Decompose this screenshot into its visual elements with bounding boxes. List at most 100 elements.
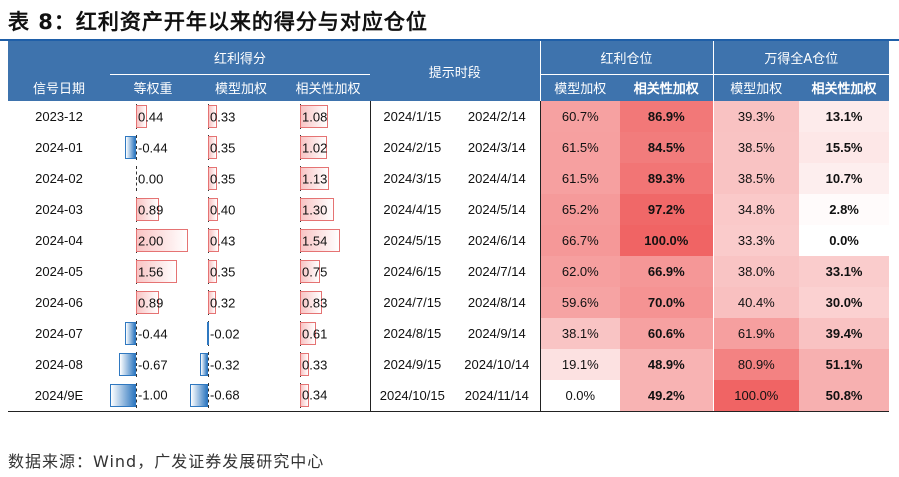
equal-weight-cell-value: 0.00 [138,171,164,186]
wa-corr-cell: 50.8% [799,380,890,412]
corr-weight-cell: 0.83 [286,287,371,318]
hint-end-cell: 2024/7/14 [454,256,541,287]
hint-start-cell: 2024/8/15 [383,326,442,341]
hint-start-cell: 2024/10/15 [370,380,455,412]
corr-weight-cell-bar [300,136,327,159]
corr-weight-cell-value: 1.54 [302,233,328,248]
model-weight-cell-value: -0.32 [210,357,240,372]
div-model-cell: 38.1% [540,318,621,349]
corr-weight-cell: 1.30 [286,194,371,225]
equal-weight-cell-bar [136,229,188,252]
model-weight-cell: 0.32 [196,287,286,318]
div-model-cell: 59.6% [540,287,621,318]
div-corr-cell: 70.0% [620,287,714,318]
equal-weight-cell-bar [136,105,148,128]
equal-weight-cell-bar [136,198,160,221]
wa-model-cell: 34.8% [713,194,800,225]
model-weight-cell-axis [208,383,209,408]
signal-date-cell: 2024-06 [35,295,83,310]
model-weight-cell-bar [199,353,208,376]
corr-weight-cell-value: 1.30 [302,202,328,217]
corr-weight-cell-value: 0.75 [302,264,328,279]
hint-end-cell: 2024/8/14 [454,287,541,318]
equal-weight-cell-axis [136,352,137,377]
wa-corr-cell: 0.0% [799,225,890,256]
equal-weight-cell-bar [124,136,136,159]
div-model-cell: 60.7% [540,101,621,132]
equal-weight-cell: 0.89 [110,194,196,225]
equal-weight-cell: 0.44 [110,101,196,132]
equal-weight-cell-value: 0.44 [138,109,164,124]
header-equal-weight: 等权重 [110,74,196,101]
title-rule [0,39,899,41]
signal-date-cell: 2024-02 [35,171,83,186]
div-corr-cell: 89.3% [620,163,714,194]
model-weight-cell-value: 0.35 [210,140,236,155]
hint-start-cell: 2024/3/15 [383,171,442,186]
table-row: 2024-03 0.89 0.40 1.30 2024/4/15 2024/5/14 65.… [8,194,890,225]
signal-date-cell: 2023-12 [35,109,83,124]
wa-model-cell: 38.5% [713,132,800,163]
hint-start-cell: 2024/6/15 [383,264,442,279]
header-group-hint: 提示时段 [370,41,541,101]
equal-weight-cell-axis [136,383,137,408]
table-row: 2024-07 -0.44 -0.02 0.61 2024/8/15 2024/9/14 3… [8,318,890,349]
equal-weight-cell-axis [136,135,137,160]
equal-weight-cell-bar [118,353,136,376]
div-model-cell: 65.2% [540,194,621,225]
signal-date-cell: 2024-07 [35,326,83,341]
model-weight-cell-bar [208,105,217,128]
div-corr-cell: 60.6% [620,318,714,349]
signal-date-cell: 2024-05 [35,264,83,279]
div-model-cell: 61.5% [540,163,621,194]
model-weight-cell-value: 0.43 [210,233,236,248]
header-wa-model: 模型加权 [713,74,800,101]
wa-corr-cell: 10.7% [799,163,890,194]
equal-weight-cell: -0.44 [110,132,196,163]
equal-weight-cell-value: -0.67 [138,357,168,372]
hint-end-cell: 2024/9/14 [454,318,541,349]
corr-weight-cell-value: 1.13 [302,171,328,186]
header-blank [8,41,110,74]
header-signal-date: 信号日期 [8,74,110,101]
signal-date-cell: 2024/9E [8,380,110,412]
source-note: 数据来源：Wind，广发证券发展研究中心 [8,452,325,471]
equal-weight-cell: -1.00 [110,380,196,412]
model-weight-cell: 0.43 [196,225,286,256]
div-corr-cell: 100.0% [620,225,714,256]
equal-weight-cell-value: 0.89 [138,295,164,310]
signal-date-cell: 2024-01 [35,140,83,155]
wa-model-cell: 100.0% [713,380,800,412]
corr-weight-cell-bar [300,353,309,376]
equal-weight-cell-value: 2.00 [138,233,164,248]
hint-end-cell: 2024/3/14 [454,132,541,163]
score-position-table: 红利得分 提示时段 红利仓位 万得全A仓位 信号日期 等权重 模型加权 相关性加… [8,41,890,412]
div-corr-cell: 66.9% [620,256,714,287]
corr-weight-cell-bar [300,198,334,221]
equal-weight-cell: 0.00 [110,163,196,194]
table-row: 2024-06 0.89 0.32 0.83 2024/7/15 2024/8/14 59.… [8,287,890,318]
header-group-wande-position: 万得全A仓位 [713,41,890,75]
model-weight-cell-value: -0.68 [210,387,240,403]
equal-weight-cell-axis [136,166,137,191]
model-weight-cell: 0.35 [196,163,286,194]
model-weight-cell-value: 0.35 [210,171,236,186]
wa-corr-cell: 33.1% [799,256,890,287]
model-weight-cell: -0.02 [196,318,286,349]
model-weight-cell-bar [208,260,218,283]
table-title: 表 8：红利资产开年以来的得分与对应仓位 [8,10,428,34]
corr-weight-cell: 1.13 [286,163,371,194]
model-weight-cell-value: 0.35 [210,264,236,279]
header-corr-weight: 相关性加权 [286,74,371,101]
corr-weight-cell-value: 0.34 [302,387,328,403]
div-corr-cell: 97.2% [620,194,714,225]
header-wa-corr: 相关性加权 [799,74,890,101]
equal-weight-cell-bar [136,260,177,283]
corr-weight-cell-bar [300,229,341,252]
hint-start-cell: 2024/9/15 [383,357,442,372]
corr-weight-cell: 0.33 [286,349,371,380]
model-weight-cell-bar [190,384,208,407]
div-model-cell: 62.0% [540,256,621,287]
table-row: 2023-12 0.44 0.33 1.08 2024/1/15 2024/2/14 60.… [8,101,890,132]
hint-start-cell: 2024/5/15 [383,233,442,248]
